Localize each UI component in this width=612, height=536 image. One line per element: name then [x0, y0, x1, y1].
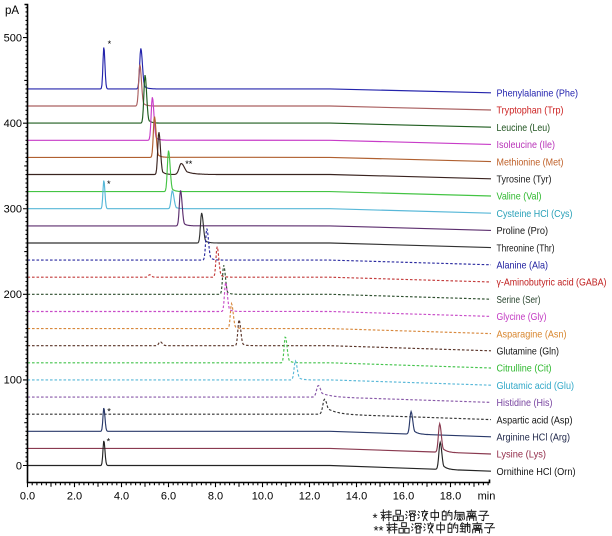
svg-text:8.0: 8.0 — [208, 491, 223, 503]
svg-text:6.0: 6.0 — [161, 491, 176, 503]
svg-text:Leucine (Leu): Leucine (Leu) — [497, 122, 551, 134]
svg-text:min: min — [478, 491, 496, 503]
svg-text:Tryptophan (Trp): Tryptophan (Trp) — [497, 105, 564, 117]
svg-text:12.0: 12.0 — [299, 491, 320, 503]
svg-text:Methionine (Met): Methionine (Met) — [497, 156, 564, 168]
svg-text:*: * — [107, 436, 111, 446]
svg-text:Isoleucine (Ile): Isoleucine (Ile) — [497, 139, 556, 151]
svg-text:Glutamine (Gln): Glutamine (Gln) — [497, 346, 560, 358]
svg-text:Citrulline (Cit): Citrulline (Cit) — [497, 363, 552, 375]
svg-text:Proline (Pro): Proline (Pro) — [497, 225, 549, 237]
svg-text:14.0: 14.0 — [346, 491, 367, 503]
svg-text:Serine (Ser): Serine (Ser) — [497, 294, 541, 306]
svg-text:Ornithine HCl (Orn): Ornithine HCl (Orn) — [497, 466, 576, 478]
svg-text:**: ** — [374, 523, 384, 536]
svg-text:**: ** — [185, 159, 193, 169]
svg-text:200: 200 — [4, 289, 22, 301]
svg-text:10.0: 10.0 — [252, 491, 273, 503]
svg-text:Glycine (Gly): Glycine (Gly) — [497, 311, 547, 323]
svg-text:pA: pA — [5, 5, 19, 17]
svg-text:400: 400 — [4, 118, 22, 130]
svg-text:2.0: 2.0 — [67, 491, 82, 503]
svg-text:Histidine (His): Histidine (His) — [497, 397, 553, 409]
svg-text:0: 0 — [16, 460, 22, 472]
svg-text:Valine (Val): Valine (Val) — [497, 191, 542, 203]
svg-text:4.0: 4.0 — [114, 491, 129, 503]
svg-text:Alanine (Ala): Alanine (Ala) — [497, 260, 549, 272]
svg-text:Threonine (Thr): Threonine (Thr) — [497, 242, 555, 254]
svg-text:Cysteine HCl (Cys): Cysteine HCl (Cys) — [497, 208, 573, 220]
svg-text:100: 100 — [4, 375, 22, 387]
svg-text:Tyrosine (Tyr): Tyrosine (Tyr) — [497, 174, 552, 186]
svg-text:*: * — [108, 39, 112, 49]
svg-text:Aspartic acid (Asp): Aspartic acid (Asp) — [497, 414, 573, 426]
svg-text:Arginine HCl (Arg): Arginine HCl (Arg) — [497, 432, 571, 444]
svg-text:γ-Aminobutyric acid (GABA): γ-Aminobutyric acid (GABA) — [497, 277, 607, 289]
svg-text:*: * — [373, 511, 378, 526]
svg-text:300: 300 — [4, 204, 22, 216]
svg-text:Phenylalanine (Phe): Phenylalanine (Phe) — [497, 88, 579, 100]
svg-text:Asparagine (Asn): Asparagine (Asn) — [497, 328, 567, 340]
svg-text:Lysine (Lys): Lysine (Lys) — [497, 449, 547, 461]
svg-text:*: * — [107, 406, 111, 416]
svg-text:500: 500 — [4, 32, 22, 44]
svg-text:Glutamic acid (Glu): Glutamic acid (Glu) — [497, 380, 575, 392]
svg-text:0.0: 0.0 — [20, 491, 35, 503]
svg-text:16.0: 16.0 — [393, 491, 414, 503]
svg-text:*: * — [107, 179, 111, 189]
svg-text:18.0: 18.0 — [440, 491, 461, 503]
